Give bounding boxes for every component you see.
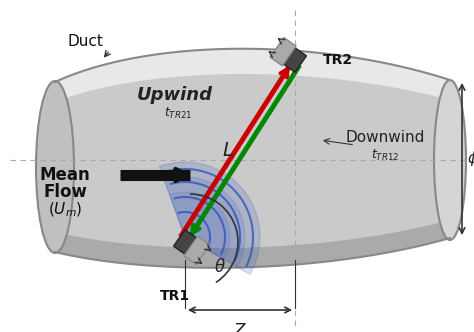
Ellipse shape: [434, 80, 466, 240]
Text: TR2: TR2: [323, 53, 353, 67]
Text: $(U_m)$: $(U_m)$: [48, 201, 82, 219]
Text: Upwind: Upwind: [137, 86, 213, 104]
Text: Flow: Flow: [43, 183, 87, 201]
Text: $\theta$: $\theta$: [214, 258, 226, 276]
Text: Downwind: Downwind: [346, 130, 425, 145]
Polygon shape: [55, 49, 450, 102]
Polygon shape: [184, 236, 210, 265]
Text: $Z$: $Z$: [233, 322, 247, 332]
Polygon shape: [55, 220, 450, 268]
Text: $t_{TR21}$: $t_{TR21}$: [164, 106, 192, 121]
Polygon shape: [170, 192, 230, 260]
Polygon shape: [55, 49, 450, 268]
Text: Duct: Duct: [68, 35, 104, 49]
Ellipse shape: [36, 81, 74, 253]
Text: Mean: Mean: [40, 166, 91, 184]
Polygon shape: [164, 177, 245, 267]
Text: $L$: $L$: [222, 141, 234, 160]
Text: TR1: TR1: [160, 289, 190, 303]
Text: $t_{TR12}$: $t_{TR12}$: [371, 147, 399, 163]
Polygon shape: [283, 48, 307, 72]
Polygon shape: [173, 230, 196, 254]
Polygon shape: [270, 38, 296, 66]
Text: $\phi D$: $\phi D$: [467, 149, 474, 169]
Polygon shape: [159, 162, 260, 275]
